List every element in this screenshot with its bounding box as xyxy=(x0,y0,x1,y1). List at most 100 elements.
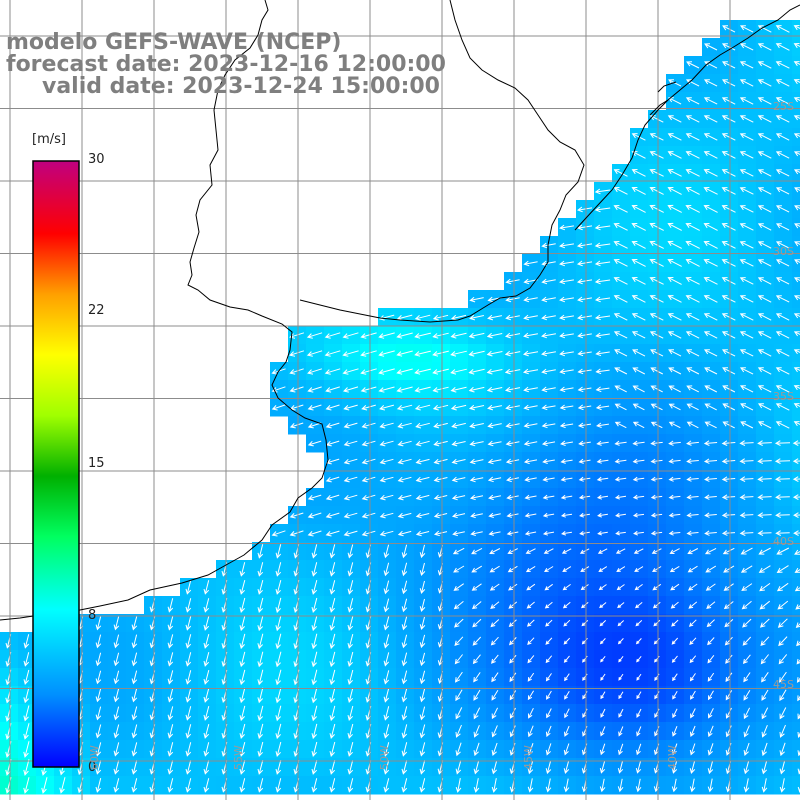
wind-arrow xyxy=(325,386,340,393)
wind-arrow xyxy=(795,604,800,610)
wind-arrow xyxy=(775,313,790,321)
wind-arrow xyxy=(685,313,700,321)
wind-arrow xyxy=(668,349,682,357)
wind-arrow xyxy=(468,368,485,375)
wind-arrow xyxy=(523,458,538,465)
wind-arrow xyxy=(451,458,466,465)
wind-arrow xyxy=(524,494,537,500)
wind-arrow xyxy=(325,530,340,537)
wind-arrow xyxy=(289,332,305,339)
wind-arrow xyxy=(559,260,574,267)
wind-arrow xyxy=(667,169,682,177)
wind-arrow xyxy=(671,743,678,756)
wind-arrow xyxy=(703,458,718,464)
wind-arrow xyxy=(526,601,535,609)
wind-arrow xyxy=(275,705,282,722)
wind-arrow xyxy=(239,705,246,722)
wind-arrow xyxy=(617,778,624,793)
wind-arrow xyxy=(649,169,664,177)
wind-arrow xyxy=(617,602,625,609)
wind-arrow xyxy=(686,61,700,69)
wind-arrow xyxy=(580,566,590,572)
wind-arrow xyxy=(419,634,426,649)
wind-arrow xyxy=(667,313,682,321)
colorbar-tick-8: 8 xyxy=(88,608,97,623)
wind-arrow xyxy=(704,421,717,429)
wind-arrow xyxy=(775,187,790,195)
wind-arrow xyxy=(523,260,538,267)
wind-arrow xyxy=(757,61,772,69)
wind-arrow xyxy=(131,724,138,739)
wind-arrow xyxy=(560,494,573,500)
wind-arrow xyxy=(758,547,771,555)
wind-arrow xyxy=(419,616,426,630)
wind-arrow xyxy=(775,133,790,141)
wind-arrow xyxy=(559,296,574,303)
wind-arrow xyxy=(668,403,681,411)
wind-arrow xyxy=(131,634,138,649)
lon-label-50w: 50W xyxy=(378,745,391,770)
wind-arrow xyxy=(379,440,394,447)
wind-arrow xyxy=(757,133,772,141)
wind-arrow xyxy=(396,350,413,357)
wind-arrow xyxy=(401,724,408,739)
wind-arrow xyxy=(633,530,644,536)
coastline-bay xyxy=(649,81,677,116)
wind-arrow xyxy=(491,689,499,701)
wind-arrow xyxy=(722,385,736,393)
wind-arrow xyxy=(397,458,412,465)
wind-arrow xyxy=(347,741,354,757)
wind-arrow xyxy=(257,651,264,668)
wind-arrow xyxy=(743,742,750,756)
wind-arrow xyxy=(775,115,790,123)
wind-arrow xyxy=(383,634,390,649)
wind-arrow xyxy=(757,421,772,429)
wind-arrow xyxy=(505,404,520,411)
wind-arrow xyxy=(433,422,448,429)
wind-arrow xyxy=(527,655,535,664)
wind-arrow xyxy=(509,672,517,683)
wind-arrow xyxy=(636,726,642,737)
wind-arrow xyxy=(685,169,700,177)
wind-arrow xyxy=(652,601,661,609)
wind-arrow xyxy=(347,544,354,559)
wind-arrow xyxy=(649,151,664,159)
wind-arrow xyxy=(131,688,138,703)
wind-arrow xyxy=(487,314,502,321)
wind-arrow xyxy=(634,602,643,609)
wind-arrow xyxy=(508,601,518,609)
wind-arrow xyxy=(632,367,646,375)
wind-arrow xyxy=(486,350,503,357)
wind-arrow xyxy=(469,476,484,483)
wind-arrow xyxy=(686,440,699,446)
wind-arrow xyxy=(203,615,210,631)
wind-arrow xyxy=(632,494,645,500)
wind-arrow xyxy=(167,598,174,613)
wind-arrow xyxy=(473,725,480,738)
wind-arrow xyxy=(433,458,448,465)
wind-arrow xyxy=(452,547,465,555)
wind-arrow xyxy=(361,494,376,501)
wind-arrow xyxy=(757,403,772,411)
wind-arrow xyxy=(599,602,607,609)
wind-arrow xyxy=(257,723,264,740)
wind-arrow xyxy=(757,79,772,87)
wind-arrow xyxy=(632,349,646,357)
wind-arrow xyxy=(704,530,717,536)
wind-arrow xyxy=(239,759,246,775)
wind-arrow xyxy=(686,403,699,411)
wind-arrow xyxy=(689,778,696,793)
wind-arrow xyxy=(596,440,609,446)
wind-arrow xyxy=(542,531,555,536)
wind-arrow xyxy=(577,386,592,393)
wind-arrow xyxy=(95,724,102,739)
wind-arrow xyxy=(379,458,394,465)
wind-arrow xyxy=(779,689,787,702)
wind-arrow xyxy=(686,385,700,393)
wind-arrow xyxy=(757,530,772,536)
wind-arrow xyxy=(203,760,210,775)
wind-arrow xyxy=(523,296,538,303)
wind-arrow xyxy=(761,707,769,720)
wind-arrow xyxy=(739,169,754,177)
wind-arrow xyxy=(329,615,336,632)
